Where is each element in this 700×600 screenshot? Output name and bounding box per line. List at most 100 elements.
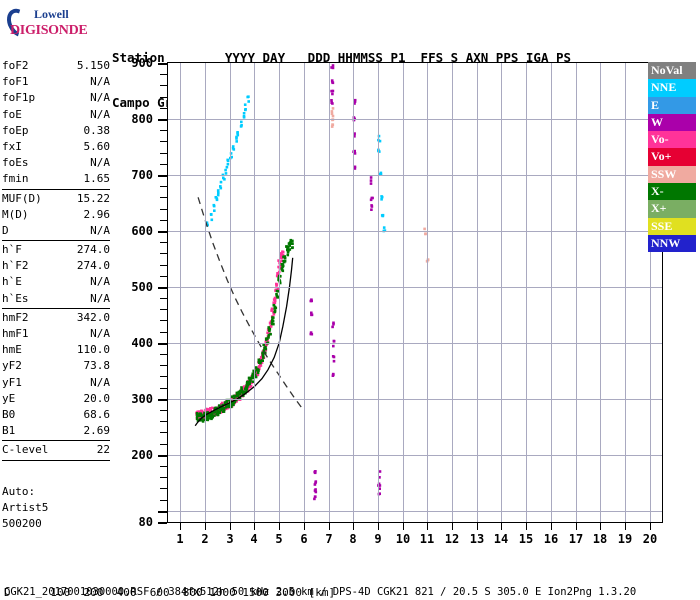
- data-point: [331, 107, 335, 110]
- legend-item-w[interactable]: W: [648, 113, 696, 132]
- data-point: [242, 392, 245, 395]
- param-value: 2.69: [83, 424, 111, 438]
- data-point: [267, 328, 271, 331]
- data-point: [313, 495, 317, 498]
- data-point: [220, 401, 224, 405]
- data-point: [248, 382, 251, 386]
- param-value: 2.96: [83, 207, 111, 221]
- data-point: [288, 248, 292, 251]
- data-point: [205, 416, 209, 420]
- param-value: N/A: [90, 375, 110, 389]
- y-axis-tick-major: [158, 286, 167, 289]
- data-point: [236, 133, 240, 137]
- x-axis-label: 12: [444, 532, 460, 546]
- legend-item-vo[interactable]: Vo-: [648, 131, 696, 149]
- legend-item-vo[interactable]: Vo+: [648, 148, 696, 166]
- data-point: [281, 269, 285, 273]
- data-point: [426, 258, 430, 261]
- gridline-vertical: [427, 63, 428, 522]
- param-key: fxI: [2, 139, 22, 153]
- legend-item-ssw[interactable]: SSW: [648, 165, 696, 184]
- legend-item-noval[interactable]: NoVal: [648, 62, 696, 80]
- x-axis-label: 3: [226, 532, 234, 546]
- data-point: [201, 411, 204, 414]
- x-axis-label: 19: [617, 532, 633, 546]
- y-axis-tick-minor: [160, 152, 167, 154]
- data-point: [424, 232, 427, 235]
- param-row-d: D N/A: [2, 223, 110, 239]
- data-point: [353, 167, 357, 170]
- data-point: [291, 239, 294, 243]
- ionogram-plot[interactable]: [167, 62, 663, 523]
- data-point: [378, 172, 382, 176]
- auto-scaler-block: Auto: Artist5 500200: [2, 484, 48, 533]
- param-key: h`F2: [2, 259, 29, 273]
- x-axis-label: 4: [250, 532, 258, 546]
- param-value: 0.38: [83, 123, 111, 137]
- y-axis-tick-minor: [160, 96, 167, 98]
- data-point: [331, 325, 334, 329]
- data-point: [273, 299, 277, 303]
- param-row-hmf1: hmF1 N/A: [2, 326, 110, 342]
- data-point: [210, 218, 214, 222]
- param-value: 22: [96, 443, 110, 457]
- data-point: [309, 299, 313, 303]
- data-point: [242, 116, 246, 119]
- data-point: [377, 482, 381, 486]
- y-axis-tick-minor: [160, 421, 167, 423]
- data-point: [277, 278, 280, 282]
- param-value: N/A: [90, 275, 110, 289]
- gridline-vertical: [551, 63, 552, 522]
- data-point: [378, 492, 381, 495]
- y-axis-label: 300: [131, 391, 153, 406]
- data-point: [213, 414, 216, 417]
- data-point: [240, 386, 243, 389]
- legend-item-sse[interactable]: SSE: [648, 217, 696, 235]
- data-point: [215, 197, 219, 200]
- gridline-vertical: [279, 63, 280, 522]
- data-point: [240, 120, 243, 124]
- data-point: [222, 406, 226, 410]
- legend-item-e[interactable]: E: [648, 96, 696, 114]
- legend-item-x[interactable]: X+: [648, 200, 696, 218]
- legend-item-nne[interactable]: NNE: [648, 79, 696, 97]
- data-point: [210, 412, 214, 415]
- legend-item-nnw[interactable]: NNW: [648, 234, 696, 253]
- data-point: [239, 125, 243, 128]
- data-point: [281, 253, 285, 257]
- param-separator: [2, 459, 110, 461]
- data-point: [245, 387, 248, 391]
- x-axis-tick: [378, 523, 379, 530]
- y-axis-label: 800: [131, 111, 153, 126]
- data-point: [240, 388, 244, 392]
- param-key: yE: [2, 391, 16, 405]
- param-value: N/A: [90, 156, 110, 170]
- param-value: 20.0: [83, 391, 111, 405]
- data-point: [353, 135, 356, 138]
- y-axis-tick-major: [158, 510, 167, 513]
- data-point: [216, 193, 220, 197]
- x-axis-label: 9: [374, 532, 382, 546]
- data-point: [232, 397, 236, 400]
- gridline-horizontal: [168, 175, 662, 176]
- y-axis-tick-major: [158, 230, 167, 233]
- data-point: [280, 255, 283, 259]
- data-point: [332, 359, 336, 363]
- data-point: [279, 264, 282, 268]
- data-point: [331, 123, 335, 127]
- data-point: [266, 331, 269, 335]
- data-point: [278, 281, 282, 285]
- y-axis-tick-minor: [160, 466, 167, 468]
- data-point: [244, 108, 247, 112]
- param-value: 1.65: [83, 172, 111, 186]
- data-point: [226, 159, 230, 163]
- x-axis-tick: [304, 523, 305, 530]
- param-row-fof1: foF1 N/A: [2, 74, 110, 90]
- data-point: [332, 321, 335, 325]
- data-point: [242, 385, 246, 388]
- data-point: [219, 186, 223, 190]
- data-point: [378, 487, 381, 490]
- data-point: [353, 100, 357, 103]
- param-key: hmE: [2, 343, 22, 357]
- legend-item-x[interactable]: X-: [648, 183, 696, 201]
